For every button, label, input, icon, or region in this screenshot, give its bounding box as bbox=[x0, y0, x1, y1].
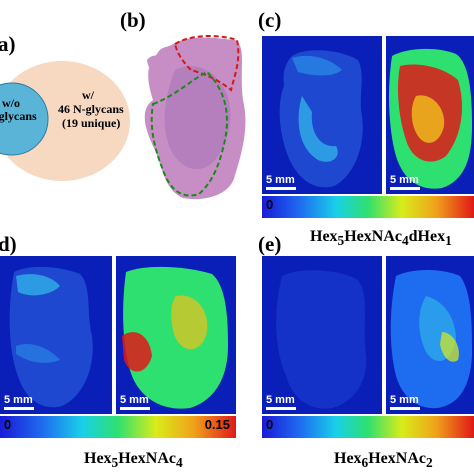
scale-bar-c-left: 5 mm bbox=[266, 174, 296, 190]
scale-bar-d-left: 5 mm bbox=[4, 394, 34, 410]
c-ms-image-high: 5 mm bbox=[386, 36, 474, 194]
d-ms-image-low: 5 mm bbox=[0, 256, 112, 414]
e-ms-image-low: 5 mm bbox=[262, 256, 382, 414]
panel-label-d: (d) bbox=[0, 232, 17, 256]
panel-label-e: (e) bbox=[258, 232, 282, 256]
he-stained-tissue-image bbox=[144, 35, 246, 200]
panel-label-b: (b) bbox=[120, 8, 146, 32]
c-ms-image-low: 5 mm bbox=[262, 36, 382, 194]
inner-text-1: w/o bbox=[2, 96, 20, 110]
inner-circle bbox=[0, 82, 49, 156]
panel-label-a: (a) bbox=[0, 32, 16, 56]
outer-text-2: 46 N-glycans bbox=[58, 102, 124, 116]
scale-bar-e-left: 5 mm bbox=[266, 394, 296, 410]
inner-text-2: N-glycans bbox=[0, 109, 37, 123]
scale-bar-c-right: 5 mm bbox=[390, 174, 420, 190]
venn-diagram bbox=[0, 61, 130, 181]
colorbar-c: 0 bbox=[262, 196, 474, 218]
caption-e: Hex6HexNAc2 bbox=[334, 450, 433, 471]
colorbar-e: 0 bbox=[262, 416, 474, 438]
d-ms-image-high: 5 mm bbox=[116, 256, 236, 414]
colorbar-e-min: 0 bbox=[266, 417, 274, 432]
caption-c: Hex5HexNAc4dHex1 bbox=[310, 228, 452, 249]
colorbar-c-min: 0 bbox=[266, 197, 274, 212]
panel-label-c: (c) bbox=[258, 8, 282, 32]
caption-d: Hex5HexNAc4 bbox=[84, 450, 183, 471]
outer-text-1: w/ bbox=[82, 88, 94, 102]
outer-text-3: (19 unique) bbox=[62, 116, 121, 130]
colorbar-d: 0 0.15 bbox=[0, 416, 236, 438]
colorbar-d-min: 0 bbox=[4, 417, 12, 432]
scale-bar-d-right: 5 mm bbox=[120, 394, 150, 410]
scale-bar-e-right: 5 mm bbox=[390, 394, 420, 410]
e-ms-image-high: 5 mm bbox=[386, 256, 474, 414]
colorbar-d-max: 0.15 bbox=[204, 417, 230, 432]
